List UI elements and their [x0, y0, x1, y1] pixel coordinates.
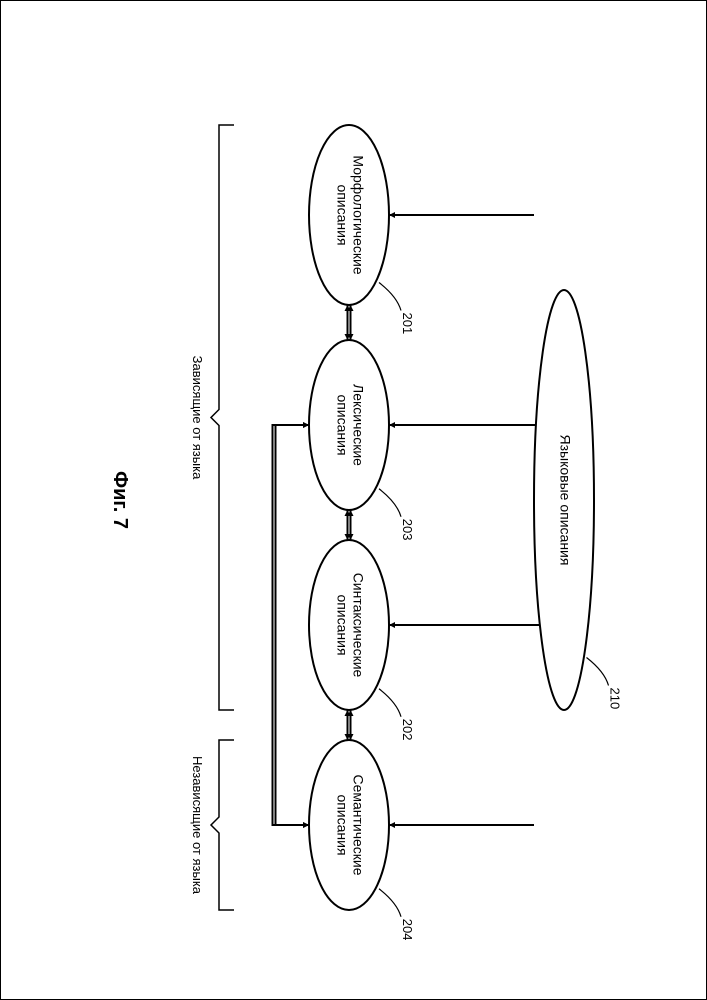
lex-leader: [379, 489, 401, 517]
syn-label: Синтаксические: [350, 573, 366, 678]
lex-ref: 203: [400, 519, 415, 541]
figure-caption: Фиг. 7: [109, 471, 131, 529]
independent-bracket-label: Независящие от языка: [190, 756, 205, 895]
syn-label: описания: [334, 594, 350, 655]
page-frame: Языковые описания210Морфологическиеописа…: [0, 0, 707, 1000]
sem-label: описания: [334, 794, 350, 855]
sem-ref: 204: [400, 919, 415, 940]
independent-bracket: [211, 740, 234, 910]
diagram-stage: Языковые описания210Морфологическиеописа…: [74, 60, 634, 940]
sem-leader: [379, 889, 401, 917]
root-label: Языковые описания: [557, 435, 573, 566]
root-leader: [586, 658, 608, 686]
syn-leader: [379, 689, 401, 717]
sem-label: Семантические: [350, 774, 366, 875]
syn-ref: 202: [400, 719, 415, 741]
dependent-bracket-label: Зависящие от языка: [190, 356, 205, 480]
morph-label: описания: [334, 184, 350, 245]
root-ref: 210: [607, 688, 622, 710]
lex-label: описания: [334, 394, 350, 455]
diagram-svg: Языковые описания210Морфологическиеописа…: [74, 60, 634, 940]
morph-leader: [379, 283, 401, 311]
morph-ref: 201: [400, 313, 415, 335]
morph-label: Морфологические: [350, 155, 366, 274]
dependent-bracket: [211, 125, 234, 710]
lex-label: Лексические: [350, 384, 366, 466]
